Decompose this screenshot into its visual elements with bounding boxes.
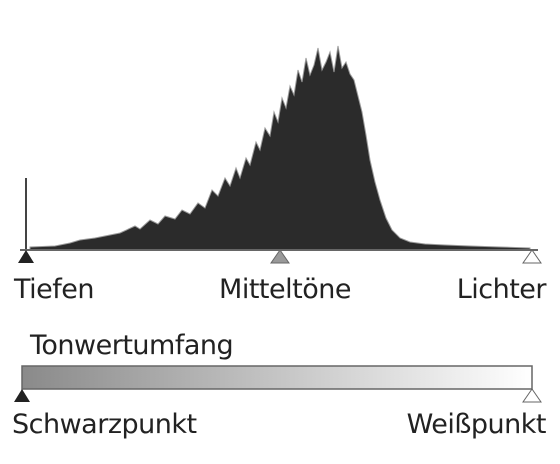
label-black-point: Schwarzpunkt <box>12 409 197 440</box>
histogram: Tiefen Mitteltöne Lichter <box>13 45 548 305</box>
histogram-shape <box>29 45 531 251</box>
black-point-slider[interactable] <box>14 389 30 402</box>
label-shadows: Tiefen <box>13 274 94 305</box>
label-midtones: Mitteltöne <box>219 274 351 305</box>
output-range: Tonwertumfang Schwarzpunkt Weißpunkt <box>12 330 547 440</box>
label-white-point: Weißpunkt <box>407 409 546 440</box>
range-title: Tonwertumfang <box>29 330 233 361</box>
white-slider[interactable] <box>522 249 542 264</box>
black-slider[interactable] <box>18 250 34 263</box>
white-point-slider[interactable] <box>522 388 542 403</box>
gradient-bar <box>21 365 533 390</box>
gamma-slider[interactable] <box>270 249 290 264</box>
label-highlights: Lichter <box>457 274 548 305</box>
